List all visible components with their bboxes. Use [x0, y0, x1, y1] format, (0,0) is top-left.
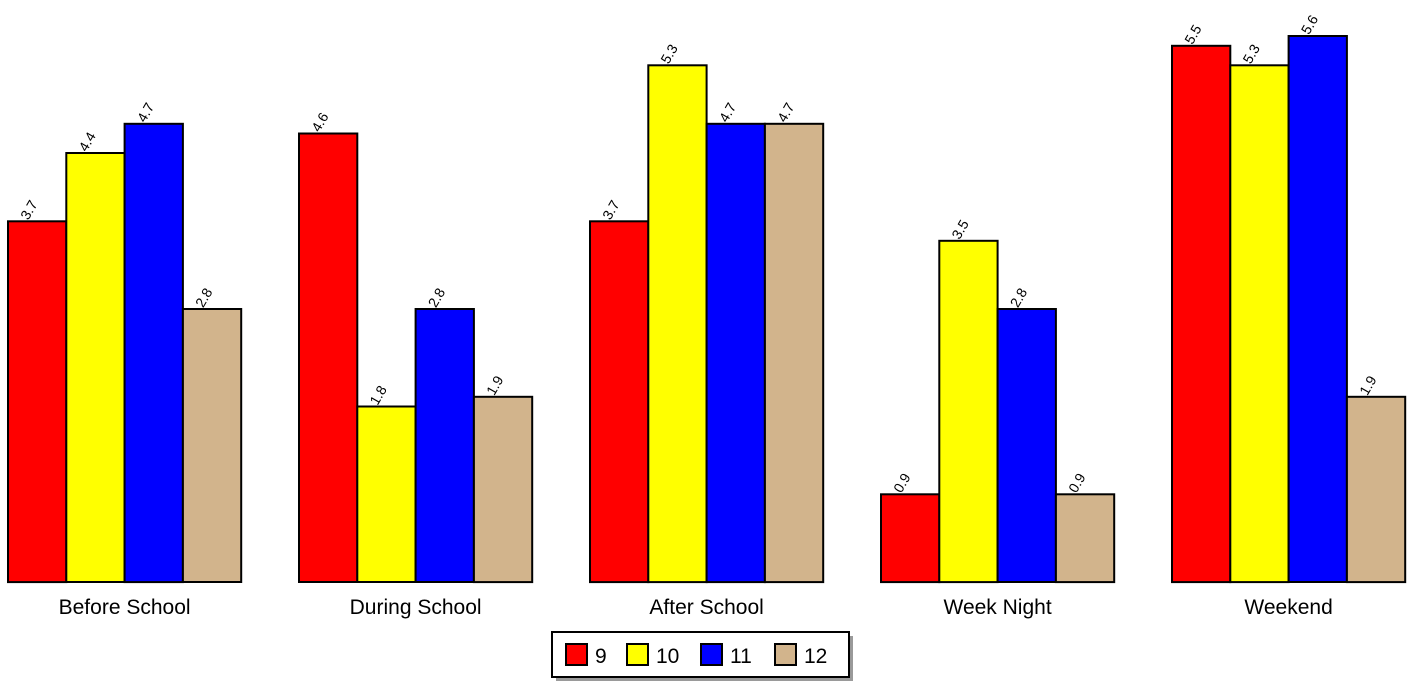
value-label-during-school-grade-12: 1.9: [483, 373, 507, 398]
value-label-after-school-grade-10: 5.3: [657, 41, 681, 66]
value-label-before-school-grade-9: 3.7: [17, 197, 41, 222]
bar-after-school-grade-9: [589, 220, 650, 584]
legend-label-grade-10: 10: [656, 645, 679, 668]
bar-week-night-grade-11: [996, 308, 1057, 583]
category-label-during-school: During School: [350, 596, 482, 619]
bar-before-school-grade-11: [123, 122, 184, 584]
category-label-weekend: Weekend: [1244, 596, 1332, 619]
value-label-before-school-grade-10: 4.4: [75, 129, 99, 154]
value-label-during-school-grade-11: 2.8: [425, 285, 449, 310]
category-label-week-night: Week Night: [944, 596, 1052, 619]
bar-after-school-grade-12: [763, 122, 825, 584]
bar-weekend-grade-10: [1229, 64, 1290, 584]
value-label-weekend-grade-11: 5.6: [1298, 12, 1322, 37]
category-label-before-school: Before School: [59, 596, 191, 619]
value-label-after-school-grade-9: 3.7: [599, 197, 623, 222]
legend-label-grade-11: 11: [730, 645, 752, 668]
bar-during-school-grade-9: [298, 132, 359, 583]
value-label-week-night-grade-12: 0.9: [1065, 470, 1089, 495]
legend-label-grade-9: 9: [595, 645, 607, 668]
bar-before-school-grade-9: [7, 220, 68, 584]
bar-week-night-grade-10: [938, 239, 999, 584]
legend-swatch-grade-12: [774, 643, 797, 666]
legend-items: 9 10 11 12: [565, 643, 827, 668]
bar-week-night-grade-9: [880, 493, 941, 584]
bar-weekend-grade-11: [1287, 35, 1348, 583]
value-label-weekend-grade-10: 5.3: [1239, 41, 1263, 66]
value-label-week-night-grade-9: 0.9: [890, 470, 914, 495]
value-label-after-school-grade-11: 4.7: [716, 100, 740, 125]
value-labels-layer: 3.7 4.4 4.7 2.8 4.6 1.8 2.8 1.9 3.7 5.3 4.7 4.7 0.9 3…: [17, 12, 1380, 495]
value-label-during-school-grade-9: 4.6: [308, 109, 332, 134]
legend-swatch-grade-10: [626, 643, 649, 666]
bar-during-school-grade-10: [356, 405, 417, 583]
value-label-week-night-grade-11: 2.8: [1007, 285, 1031, 310]
bar-during-school-grade-11: [414, 308, 475, 583]
legend-swatch-grade-11: [700, 643, 723, 666]
value-label-before-school-grade-12: 2.8: [192, 285, 216, 310]
bar-weekend-grade-12: [1345, 395, 1407, 584]
legend-swatch-grade-9: [565, 643, 588, 666]
legend-label-grade-12: 12: [804, 645, 827, 668]
value-label-after-school-grade-12: 4.7: [774, 100, 798, 125]
value-label-week-night-grade-10: 3.5: [948, 217, 972, 242]
bars-layer: [7, 35, 1407, 584]
bar-before-school-grade-12: [181, 308, 243, 583]
bar-after-school-grade-10: [647, 64, 708, 584]
bar-weekend-grade-9: [1171, 44, 1232, 584]
value-label-during-school-grade-10: 1.8: [366, 382, 390, 407]
value-label-weekend-grade-12: 1.9: [1356, 373, 1380, 398]
bar-before-school-grade-10: [65, 152, 126, 583]
bar-week-night-grade-12: [1054, 493, 1116, 584]
value-label-weekend-grade-9: 5.5: [1181, 22, 1205, 47]
value-label-before-school-grade-11: 4.7: [134, 100, 158, 125]
bar-after-school-grade-11: [705, 122, 766, 584]
bar-during-school-grade-12: [472, 395, 534, 584]
category-label-after-school: After School: [649, 596, 763, 619]
legend: 9 10 11 12: [551, 631, 853, 681]
category-labels-layer: Before School During School After School We…: [59, 596, 1333, 619]
